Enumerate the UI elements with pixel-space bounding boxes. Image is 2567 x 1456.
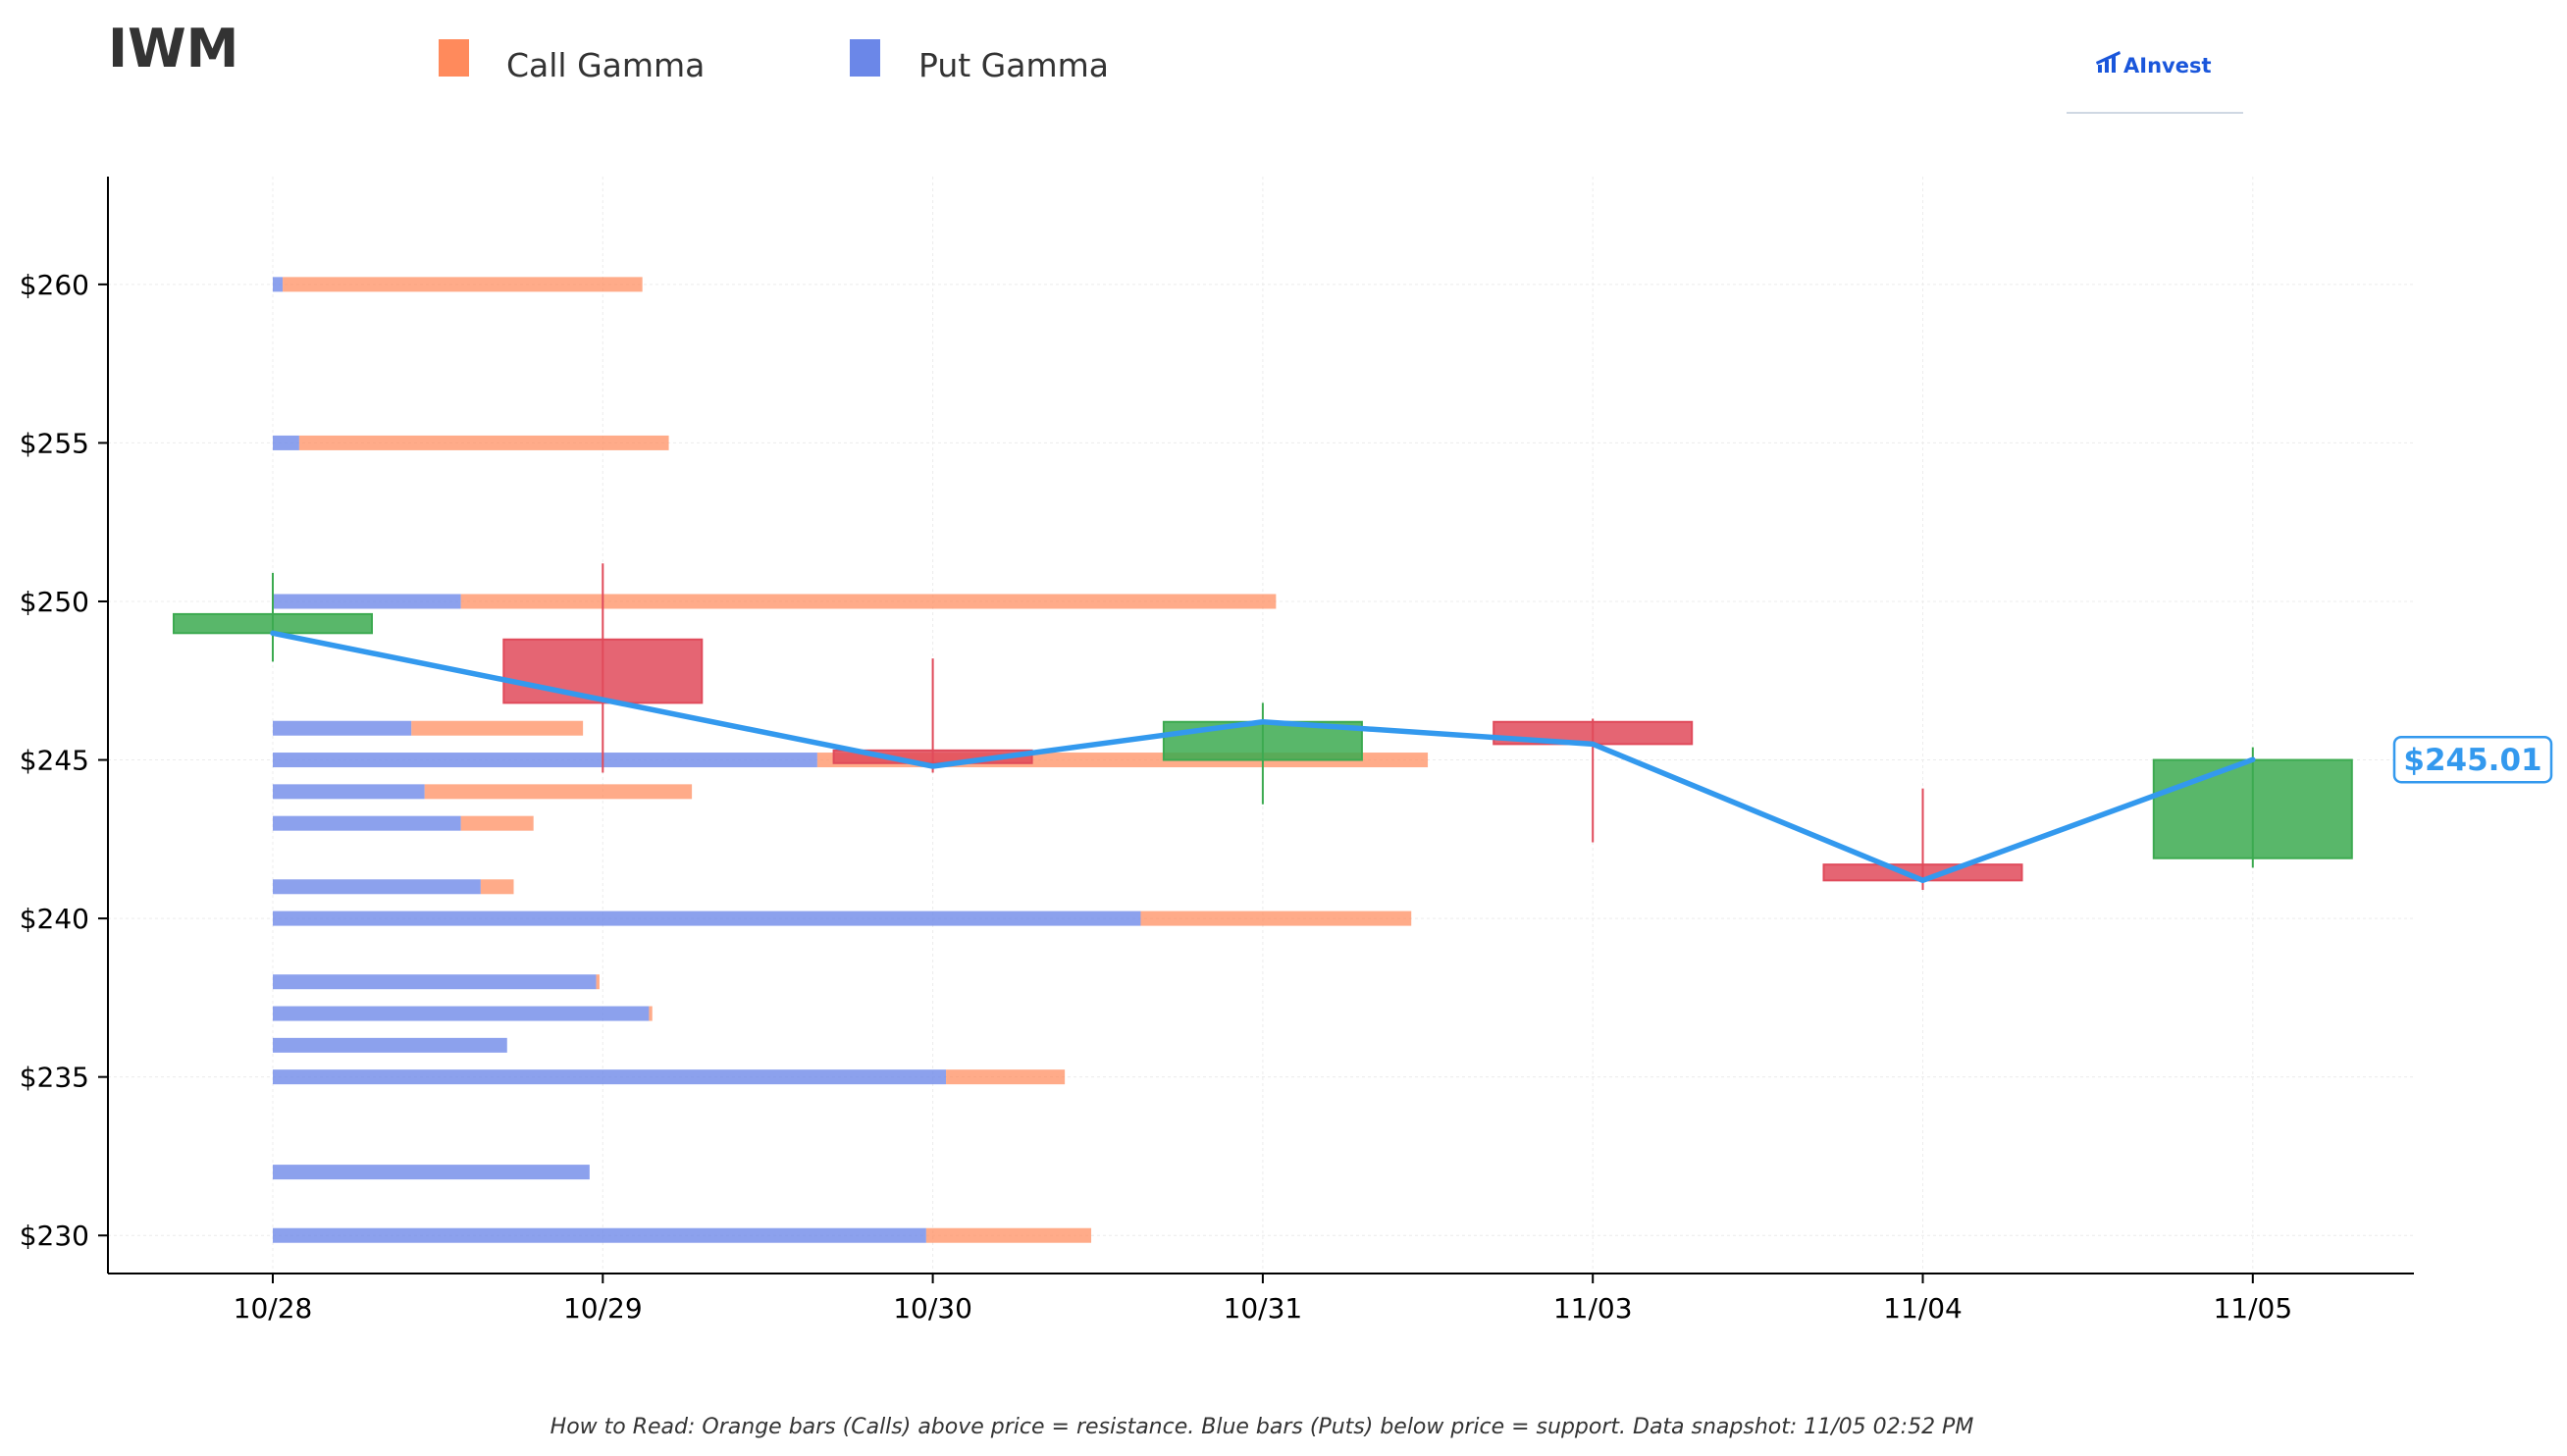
legend-call-swatch (439, 39, 469, 77)
put-gamma-bar (273, 1006, 650, 1021)
legend-put-label: Put Gamma (918, 46, 1109, 84)
put-gamma-bar (273, 277, 284, 292)
current-price-label: $245.01 (2403, 743, 2541, 778)
x-tick-label: 10/28 (234, 1292, 313, 1325)
y-tick-label: $245 (20, 745, 89, 777)
candle-body (173, 612, 373, 635)
x-tick-label: 11/05 (2213, 1292, 2292, 1325)
axes: $230 $235 $240 $245 $250 $255 $260 10/28 10/29 10… (20, 177, 2414, 1325)
x-tick-label: 10/30 (893, 1292, 972, 1325)
call-gamma-bar (480, 879, 514, 895)
put-gamma-bar (273, 1165, 590, 1180)
candle-body (502, 638, 704, 704)
price-line-layer (270, 630, 2256, 884)
ainvest-logo-icon (2096, 51, 2121, 73)
call-gamma-bar (283, 277, 643, 292)
put-gamma-bar (273, 974, 597, 990)
put-gamma-bar (273, 879, 481, 895)
legend: Call Gamma Put Gamma (439, 39, 1109, 84)
put-gamma-bar (273, 910, 1141, 926)
y-tick-label: $235 (20, 1062, 89, 1094)
call-gamma-bar (946, 1069, 1066, 1085)
current-price-tag: $245.01 (2392, 735, 2553, 784)
call-gamma-bar (649, 1006, 653, 1021)
call-gamma-bar (460, 594, 1277, 609)
y-tick-label: $240 (20, 903, 89, 935)
x-tick-label: 11/03 (1553, 1292, 1633, 1325)
put-gamma-bar (273, 1069, 947, 1085)
call-gamma-bar (411, 720, 584, 736)
put-gamma-bar (273, 1037, 507, 1053)
x-tick-label: 11/04 (1883, 1292, 1963, 1325)
put-gamma-bar (273, 720, 412, 736)
call-gamma-bar (298, 435, 669, 450)
legend-put-swatch (850, 39, 880, 77)
put-gamma-bar (273, 435, 299, 450)
candles (173, 563, 2353, 891)
put-gamma-bar (273, 784, 425, 800)
call-gamma-bar (424, 784, 693, 800)
price-line (270, 630, 2256, 884)
y-tick-label: $250 (20, 586, 89, 618)
candle-body (2152, 758, 2353, 859)
y-tick-label: $230 (20, 1220, 89, 1252)
ticker-title: IWM (108, 18, 238, 79)
call-gamma-bar (1140, 910, 1412, 926)
ainvest-logo-text: AInvest (2123, 54, 2212, 78)
x-tick-label: 10/31 (1224, 1292, 1303, 1325)
footnote: How to Read: Orange bars (Calls) above p… (550, 1415, 1974, 1439)
put-gamma-bar (273, 753, 817, 768)
call-gamma-bar (460, 815, 534, 831)
put-gamma-bar (273, 815, 461, 831)
current-price-box (2392, 735, 2553, 784)
legend-call-label: Call Gamma (506, 46, 705, 84)
put-gamma-bar (273, 1227, 926, 1243)
call-gamma-bar (925, 1227, 1092, 1243)
call-gamma-bar (596, 974, 600, 990)
x-tick-label: 10/29 (563, 1292, 643, 1325)
y-tick-label: $255 (20, 427, 89, 459)
ainvest-logo: AInvest (2067, 51, 2243, 114)
y-tick-label: $260 (20, 269, 89, 301)
put-gamma-bar (273, 594, 461, 609)
